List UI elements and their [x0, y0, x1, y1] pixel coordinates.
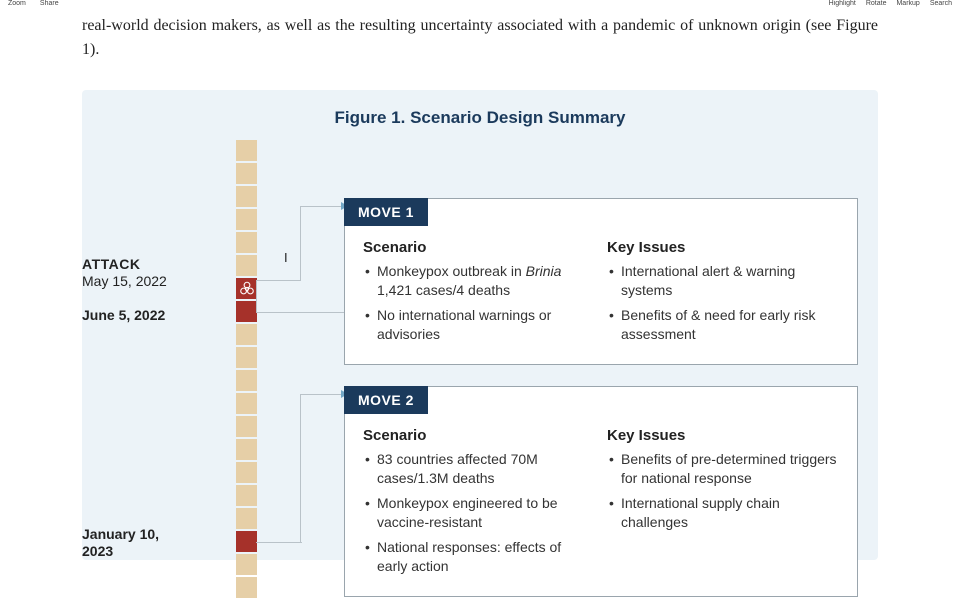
page: real-world decision makers, as well as t…	[0, 0, 960, 560]
timeline-cell	[236, 577, 257, 598]
issue-item: Benefits of pre-determined triggers for …	[607, 450, 839, 488]
timeline-cell	[236, 186, 257, 207]
figure-panel: Figure 1. Scenario Design Summary ATTACK…	[82, 90, 878, 560]
timeline-cell	[236, 370, 257, 391]
timeline-track	[236, 140, 257, 598]
issue-item: International alert & warning systems	[607, 262, 839, 300]
text-cursor-icon: I	[284, 250, 288, 265]
move-tag: MOVE 1	[344, 198, 428, 226]
move-box: MOVE 1 Scenario Monkeypox outbreak in Brin…	[344, 198, 858, 365]
connector	[300, 394, 344, 542]
scenario-item: Monkeypox outbreak in Brinia 1,421 cases…	[363, 262, 595, 300]
scenario-item: National responses: effects of early act…	[363, 538, 595, 576]
figure-title: Figure 1. Scenario Design Summary	[82, 90, 878, 140]
timeline-cell	[236, 554, 257, 575]
connector	[300, 206, 344, 281]
issues-heading: Key Issues	[607, 427, 839, 444]
timeline-cell	[236, 324, 257, 345]
timeline-cell	[236, 393, 257, 414]
timeline-cell	[236, 462, 257, 483]
scenario-heading: Scenario	[363, 427, 595, 444]
timeline-cell	[236, 209, 257, 230]
timeline-cell	[236, 531, 257, 552]
date-label: January 10,2023	[82, 526, 228, 560]
move-box: MOVE 2 Scenario 83 countries affected 70M …	[344, 386, 858, 597]
connector	[256, 312, 344, 313]
timeline-cell	[236, 439, 257, 460]
timeline-cell	[236, 232, 257, 253]
body-paragraph: real-world decision makers, as well as t…	[82, 14, 878, 62]
timeline-cell	[236, 485, 257, 506]
scenario-item: Monkeypox engineered to be vaccine-resis…	[363, 494, 595, 532]
timeline-cell	[236, 140, 257, 161]
connector	[256, 280, 300, 312]
attack-label: ATTACKMay 15, 2022	[82, 256, 228, 290]
move-tag: MOVE 2	[344, 386, 428, 414]
issue-item: International supply chain challenges	[607, 494, 839, 532]
timeline-cell	[236, 278, 257, 299]
issues-heading: Key Issues	[607, 239, 839, 256]
scenario-item: No international warnings or advisories	[363, 306, 595, 344]
scenario-item: 83 countries affected 70M cases/1.3M dea…	[363, 450, 595, 488]
timeline-cell	[236, 416, 257, 437]
connector	[256, 542, 302, 543]
date-label: June 5, 2022	[82, 307, 228, 324]
scenario-heading: Scenario	[363, 239, 595, 256]
timeline-cell	[236, 347, 257, 368]
biohazard-icon	[239, 281, 255, 297]
timeline-cell	[236, 163, 257, 184]
timeline-cell	[236, 301, 257, 322]
timeline-cell	[236, 508, 257, 529]
timeline-cell	[236, 255, 257, 276]
issue-item: Benefits of & need for early risk assess…	[607, 306, 839, 344]
